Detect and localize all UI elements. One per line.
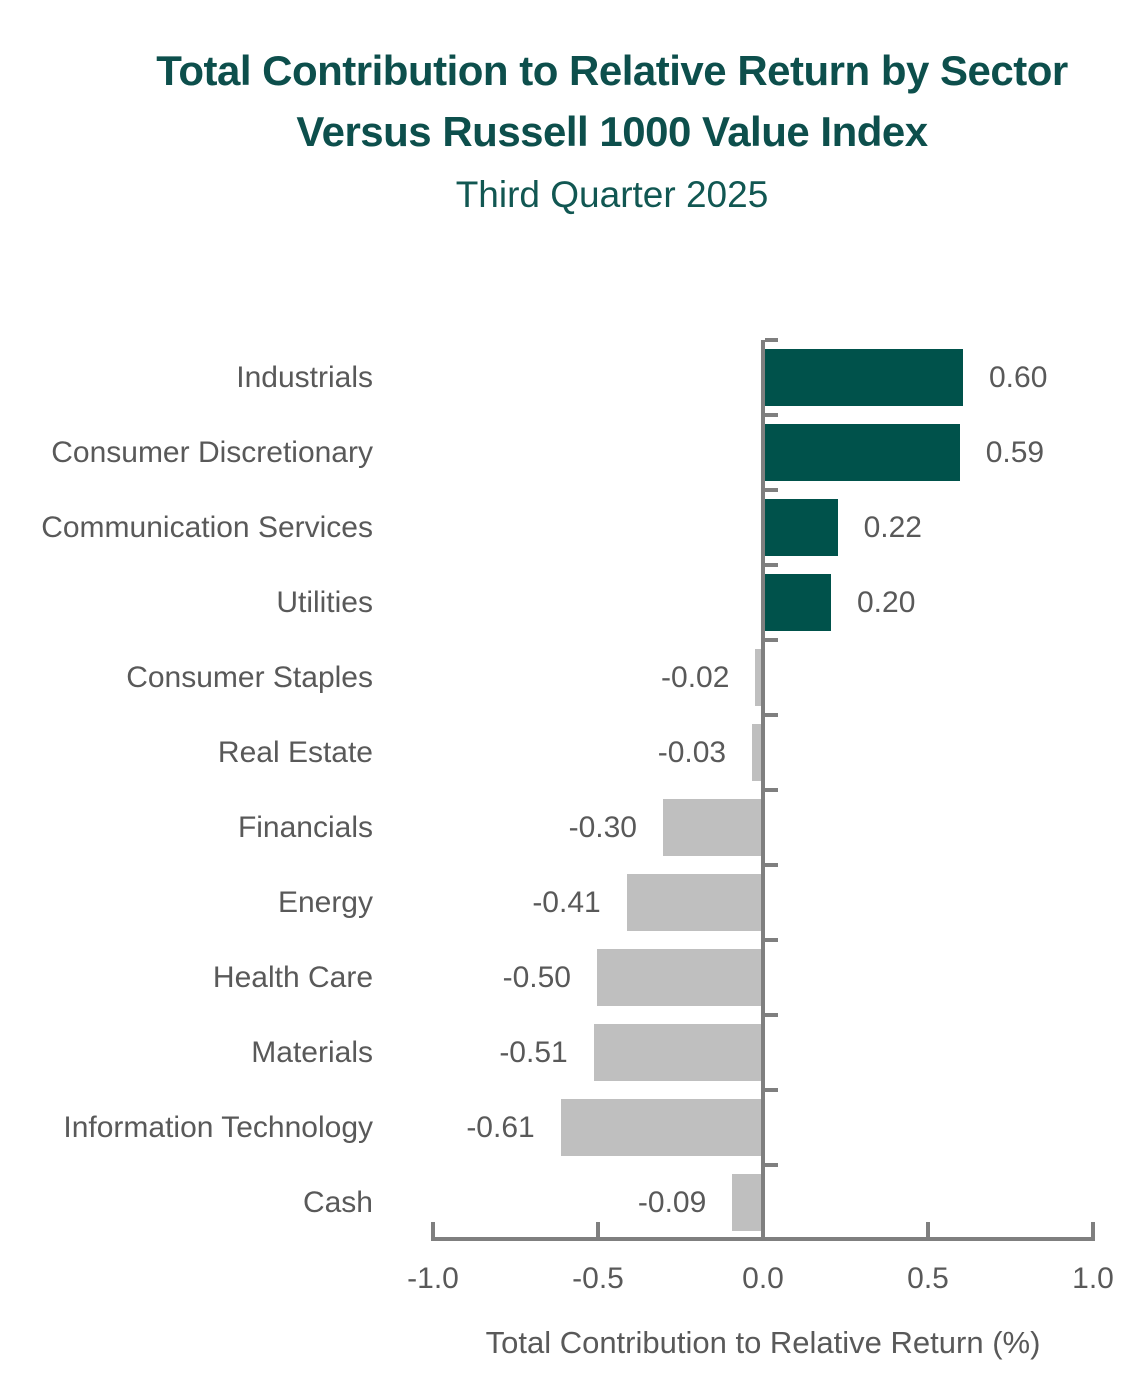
category-label: Cash: [302, 1185, 373, 1219]
chart-title-line2: Versus Russell 1000 Value Index: [296, 108, 928, 155]
category-label: Real Estate: [217, 735, 373, 769]
category-tick: [765, 938, 778, 942]
bar-positive: [765, 574, 831, 631]
x-tick-label: -1.0: [407, 1262, 459, 1295]
bar-value-label: -0.02: [661, 660, 730, 694]
category-tick: [765, 1163, 778, 1167]
x-tick: [926, 1222, 930, 1237]
bar-negative: [732, 1174, 762, 1231]
category-label: Financials: [237, 810, 373, 844]
x-tick-label: -0.5: [572, 1262, 624, 1295]
chart-subtitle: Third Quarter 2025: [455, 174, 769, 215]
x-tick-label: 1.0: [1072, 1262, 1114, 1295]
bar-value-label: -0.03: [657, 735, 727, 769]
category-tick: [765, 488, 778, 492]
category-label: Energy: [277, 885, 373, 919]
bar-negative: [752, 724, 762, 781]
x-tick: [1091, 1222, 1095, 1237]
chart-title-line1: Total Contribution to Relative Return by…: [156, 47, 1068, 94]
chart-title-block: Total Contribution to Relative Return by…: [90, 40, 1134, 221]
category-label: Materials: [251, 1035, 373, 1069]
category-tick: [765, 1013, 778, 1017]
bar-value-label: -0.61: [466, 1110, 535, 1144]
category-label: Consumer Staples: [126, 660, 373, 694]
bar-value-label: -0.51: [499, 1035, 568, 1069]
bar-value-label: -0.41: [532, 885, 601, 919]
category-tick: [765, 713, 778, 717]
category-label: Utilities: [276, 585, 373, 619]
category-tick: [765, 413, 778, 417]
category-tick: [765, 863, 778, 867]
bar-negative: [560, 1099, 762, 1156]
x-axis-line: [431, 1237, 1095, 1241]
x-tick-label: 0.5: [907, 1262, 949, 1295]
category-label: Health Care: [212, 960, 373, 994]
x-tick: [596, 1222, 600, 1237]
bar-positive: [765, 424, 960, 481]
category-tick: [765, 638, 778, 642]
category-label: Information Technology: [63, 1110, 373, 1144]
category-tick: [765, 1088, 778, 1092]
category-tick: [765, 788, 778, 792]
x-axis-title: Total Contribution to Relative Return (%…: [485, 1325, 1041, 1360]
category-label: Industrials: [236, 360, 373, 394]
bar-value-label: -0.50: [502, 960, 571, 994]
category-label: Consumer Discretionary: [51, 435, 373, 469]
bar-positive: [765, 499, 838, 556]
category-label: Communication Services: [41, 510, 373, 544]
bar-negative: [626, 874, 762, 931]
category-tick: [765, 338, 778, 342]
bar-value-label: -0.30: [568, 810, 637, 844]
bar-value-label: 0.59: [985, 435, 1045, 469]
bar-value-label: -0.09: [637, 1185, 707, 1219]
bar-negative: [597, 949, 762, 1006]
bar-positive: [765, 349, 963, 406]
bar-negative: [663, 799, 762, 856]
bar-negative: [755, 649, 762, 706]
bar-value-label: 0.20: [857, 585, 916, 619]
category-tick: [765, 563, 778, 567]
x-tick: [431, 1222, 435, 1237]
bar-value-label: 0.60: [989, 360, 1048, 394]
x-tick: [761, 1222, 765, 1237]
bar-value-label: 0.22: [863, 510, 922, 544]
y-axis-line: [761, 340, 765, 1241]
bar-negative: [593, 1024, 762, 1081]
x-tick-label: 0.0: [742, 1262, 784, 1295]
